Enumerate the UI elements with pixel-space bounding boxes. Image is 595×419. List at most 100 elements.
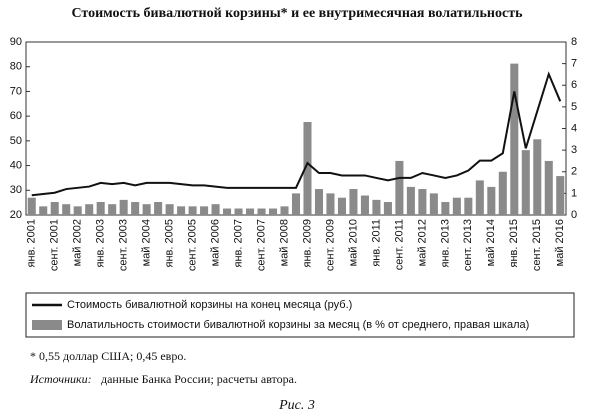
bar [131, 202, 140, 215]
bar [326, 193, 335, 215]
bar [200, 206, 209, 215]
bar [498, 171, 507, 215]
bar [257, 208, 266, 215]
x-tick-label: сент. 2005 [187, 219, 199, 271]
y2-tick-label: 8 [571, 36, 577, 48]
bar [349, 189, 358, 215]
bar [234, 208, 243, 215]
x-tick-label: май 2006 [209, 219, 221, 266]
bar [291, 193, 301, 215]
bar [73, 206, 82, 215]
bar [533, 139, 542, 215]
bar [464, 197, 473, 215]
x-tick-label: янв. 2001 [26, 219, 38, 267]
bar [383, 202, 392, 215]
y-tick-label: 70 [10, 85, 22, 97]
x-tick-label: сент. 2015 [531, 219, 543, 271]
y2-tick-label: 2 [571, 166, 577, 178]
bar [372, 199, 381, 215]
bar [154, 202, 163, 215]
y-tick-label: 20 [10, 209, 22, 221]
x-tick-label: май 2016 [554, 219, 566, 266]
y2-tick-label: 3 [571, 144, 577, 156]
x-tick-label: янв. 2011 [370, 219, 382, 267]
bar [62, 204, 71, 215]
bar [246, 208, 255, 215]
bar [441, 202, 450, 215]
y2-tick-label: 7 [571, 58, 577, 70]
y-tick-label: 40 [10, 159, 22, 171]
x-tick-label: янв. 2015 [508, 219, 520, 267]
y2-tick-label: 0 [571, 209, 577, 221]
legend-box [25, 292, 575, 338]
bar [510, 63, 519, 215]
x-tick-label: май 2012 [416, 219, 428, 266]
legend-label: Стоимость бивалютной корзины на конец ме… [67, 299, 352, 311]
bar [395, 160, 404, 215]
bar [165, 204, 174, 215]
bar [521, 150, 530, 215]
bar [406, 186, 415, 215]
bar [418, 189, 427, 215]
bar [429, 193, 438, 215]
bar [269, 208, 278, 215]
x-tick-label: янв. 2005 [164, 219, 176, 267]
bar [211, 204, 220, 215]
x-tick-label: сент. 2013 [462, 219, 474, 271]
x-tick-label: май 2014 [485, 219, 497, 266]
x-tick-label: сент. 2007 [255, 219, 267, 271]
y-tick-label: 60 [10, 110, 22, 122]
x-tick-label: сент. 2011 [393, 219, 405, 270]
bar [188, 206, 197, 215]
caption: Рис. 3 [278, 398, 315, 413]
line [31, 71, 562, 197]
y-tick-label: 90 [10, 36, 22, 48]
x-tick-label: май 2002 [72, 219, 84, 266]
x-tick-label: сент. 2003 [118, 219, 130, 271]
bar [452, 197, 461, 215]
y-tick-label: 30 [10, 184, 22, 196]
y2-tick-label: 4 [571, 122, 577, 134]
bar [142, 204, 151, 215]
x-tick-label: май 2008 [278, 219, 290, 266]
bar [475, 180, 484, 215]
x-tick-label: янв. 2003 [95, 219, 107, 267]
bar [544, 160, 553, 215]
bar [223, 208, 232, 215]
sources-text: данные Банка России; расчеты автора. [101, 372, 297, 386]
bar [39, 206, 48, 215]
x-tick-label: май 2010 [347, 219, 359, 266]
y-tick-label: 80 [10, 61, 22, 73]
bar [96, 202, 105, 215]
y2-tick-label: 5 [571, 101, 577, 113]
bar [27, 197, 36, 215]
sources-label: Источники: [29, 372, 92, 386]
y2-tick-label: 1 [571, 187, 577, 199]
bar [556, 176, 565, 215]
legend-label: Волатильность стоимости бивалютной корзи… [67, 319, 529, 331]
x-tick-label: сент. 2001 [49, 219, 61, 271]
bar [108, 204, 117, 215]
y-tick-label: 50 [10, 135, 22, 147]
footnote: * 0,55 доллар США; 0,45 евро. [30, 349, 186, 363]
bar [314, 189, 323, 215]
bar [85, 204, 94, 215]
x-tick-label: янв. 2007 [232, 219, 244, 267]
bar [360, 195, 369, 215]
bar [337, 197, 346, 215]
x-tick-label: янв. 2013 [439, 219, 451, 267]
bar [280, 206, 289, 215]
legend-swatch [32, 320, 62, 330]
bar [303, 122, 312, 215]
x-tick-label: сент. 2009 [324, 219, 336, 271]
y2-tick-label: 6 [571, 79, 577, 91]
bar [177, 206, 186, 215]
x-tick-label: янв. 2009 [301, 219, 313, 267]
x-tick-label: май 2004 [141, 219, 153, 266]
chart-title: Стоимость бивалютной корзины* и ее внутр… [72, 6, 524, 21]
bar [119, 199, 128, 215]
plot-frame [25, 41, 567, 216]
bar [50, 202, 59, 215]
bar [487, 186, 496, 215]
